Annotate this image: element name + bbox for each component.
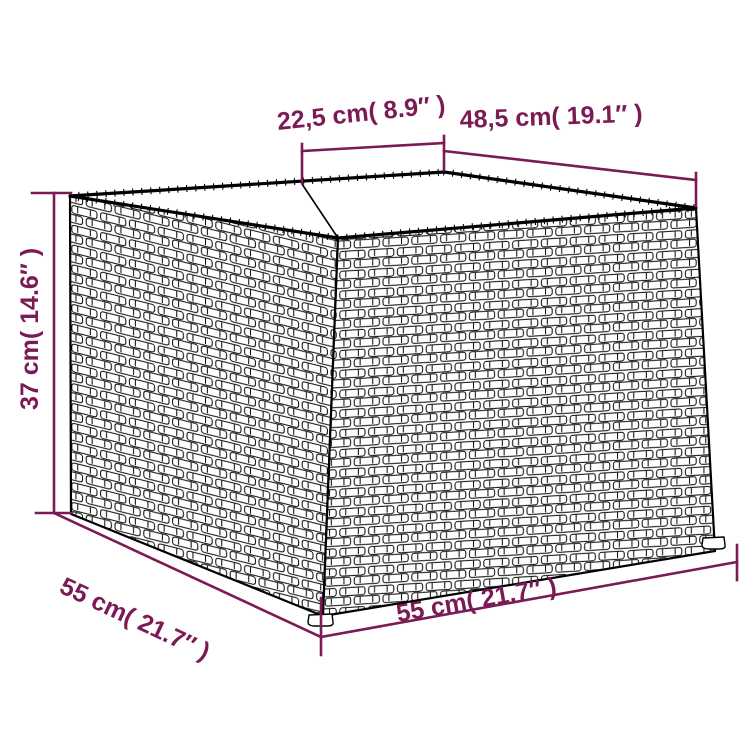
svg-text:37 cm( 14.6″ ): 37 cm( 14.6″ )	[16, 248, 44, 410]
